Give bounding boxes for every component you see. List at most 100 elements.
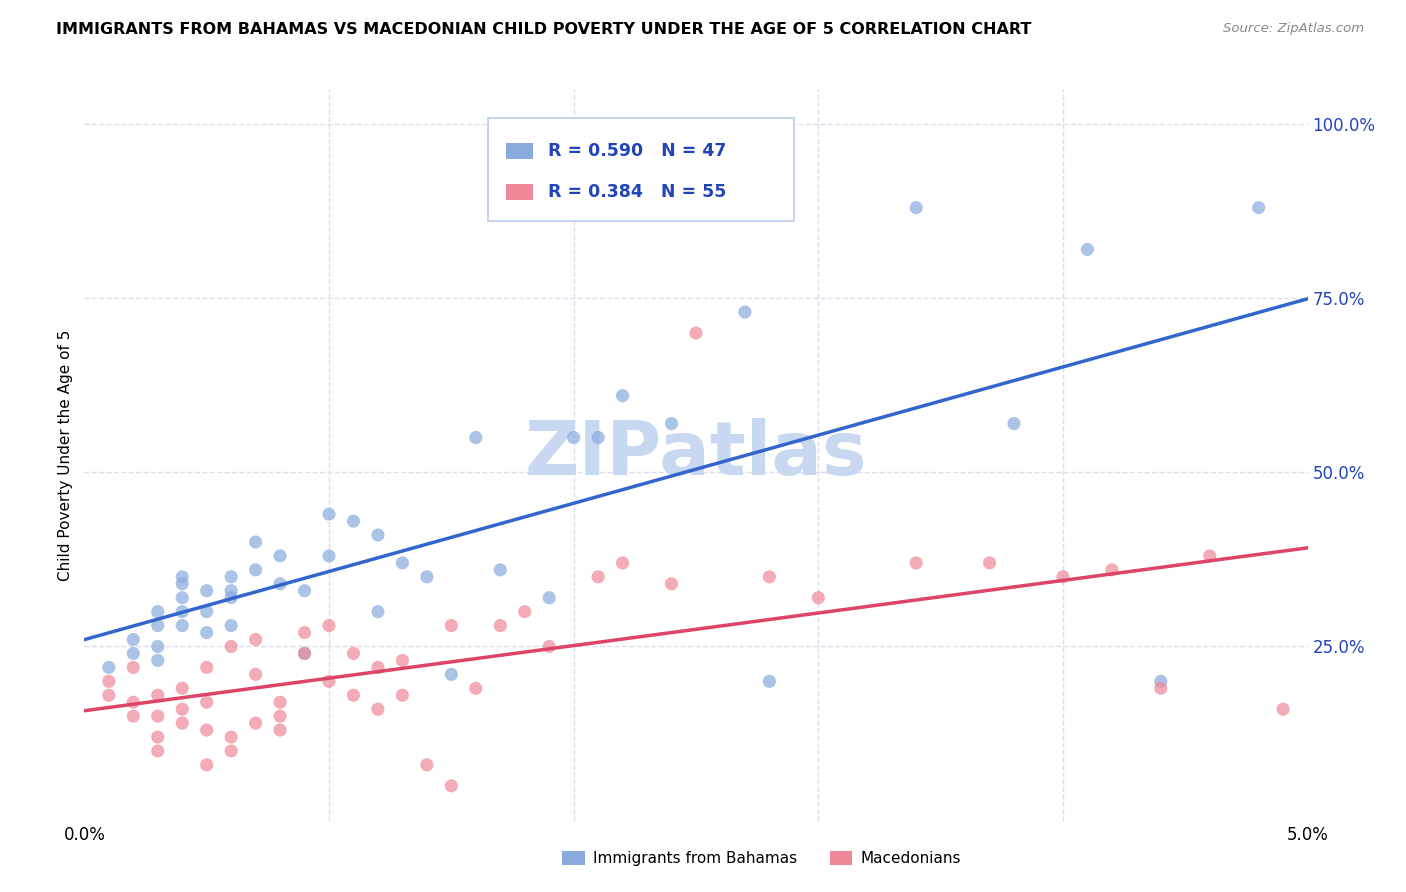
Point — [440, 779, 463, 793]
Point — [318, 549, 340, 563]
Point — [146, 640, 169, 654]
Point — [489, 618, 512, 632]
Point — [172, 570, 194, 584]
Point — [1198, 549, 1220, 563]
Point — [416, 570, 439, 584]
Point — [245, 632, 267, 647]
Point — [1150, 674, 1173, 689]
Point — [172, 605, 194, 619]
Point — [219, 640, 242, 654]
Point — [1101, 563, 1123, 577]
Text: IMMIGRANTS FROM BAHAMAS VS MACEDONIAN CHILD POVERTY UNDER THE AGE OF 5 CORRELATI: IMMIGRANTS FROM BAHAMAS VS MACEDONIAN CH… — [56, 22, 1032, 37]
Point — [440, 618, 463, 632]
FancyBboxPatch shape — [506, 184, 533, 200]
Point — [367, 702, 389, 716]
Point — [391, 688, 413, 702]
Point — [1150, 681, 1173, 696]
Point — [172, 681, 194, 696]
Y-axis label: Child Poverty Under the Age of 5: Child Poverty Under the Age of 5 — [58, 329, 73, 581]
Point — [758, 674, 780, 689]
Point — [612, 556, 634, 570]
Point — [195, 758, 218, 772]
Point — [905, 201, 928, 215]
Point — [612, 389, 634, 403]
Point — [1002, 417, 1025, 431]
Point — [367, 528, 389, 542]
Point — [269, 549, 291, 563]
Point — [391, 653, 413, 667]
Point — [294, 625, 316, 640]
Point — [122, 709, 145, 723]
Point — [172, 702, 194, 716]
Point — [586, 430, 609, 444]
Point — [440, 667, 463, 681]
Point — [905, 556, 928, 570]
Point — [391, 556, 413, 570]
Text: R = 0.590   N = 47: R = 0.590 N = 47 — [548, 143, 727, 161]
Point — [294, 647, 316, 661]
Point — [146, 688, 169, 702]
Point — [342, 647, 364, 661]
Point — [538, 591, 561, 605]
Point — [318, 507, 340, 521]
Point — [538, 640, 561, 654]
Point — [758, 570, 780, 584]
Point — [195, 605, 218, 619]
Point — [172, 576, 194, 591]
Point — [1272, 702, 1295, 716]
Point — [367, 660, 389, 674]
Point — [195, 660, 218, 674]
Point — [122, 632, 145, 647]
Point — [734, 305, 756, 319]
Point — [342, 688, 364, 702]
Point — [294, 647, 316, 661]
Point — [122, 660, 145, 674]
Point — [195, 625, 218, 640]
Point — [172, 618, 194, 632]
FancyBboxPatch shape — [506, 144, 533, 160]
Point — [146, 709, 169, 723]
Point — [122, 695, 145, 709]
Point — [269, 709, 291, 723]
Point — [245, 563, 267, 577]
Point — [661, 417, 683, 431]
Point — [219, 591, 242, 605]
Point — [318, 674, 340, 689]
Point — [146, 618, 169, 632]
Point — [269, 695, 291, 709]
Point — [146, 744, 169, 758]
Point — [979, 556, 1001, 570]
Point — [562, 430, 585, 444]
Point — [342, 514, 364, 528]
Point — [172, 716, 194, 731]
FancyBboxPatch shape — [488, 119, 794, 221]
Point — [172, 591, 194, 605]
Point — [269, 576, 291, 591]
Point — [245, 667, 267, 681]
Point — [97, 660, 120, 674]
Point — [294, 583, 316, 598]
Point — [586, 570, 609, 584]
Text: ZIPatlas: ZIPatlas — [524, 418, 868, 491]
Text: Macedonians: Macedonians — [860, 851, 960, 865]
Point — [464, 681, 486, 696]
Point — [245, 716, 267, 731]
Point — [269, 723, 291, 737]
Point — [464, 430, 486, 444]
Point — [219, 730, 242, 744]
Point — [1076, 243, 1098, 257]
Point — [97, 674, 120, 689]
Point — [685, 326, 707, 340]
Text: Immigrants from Bahamas: Immigrants from Bahamas — [593, 851, 797, 865]
Point — [416, 758, 439, 772]
Point — [318, 618, 340, 632]
Point — [489, 563, 512, 577]
Point — [146, 730, 169, 744]
Point — [195, 695, 218, 709]
Point — [146, 653, 169, 667]
Point — [219, 570, 242, 584]
Point — [513, 605, 536, 619]
Point — [195, 723, 218, 737]
Point — [195, 583, 218, 598]
Point — [146, 605, 169, 619]
